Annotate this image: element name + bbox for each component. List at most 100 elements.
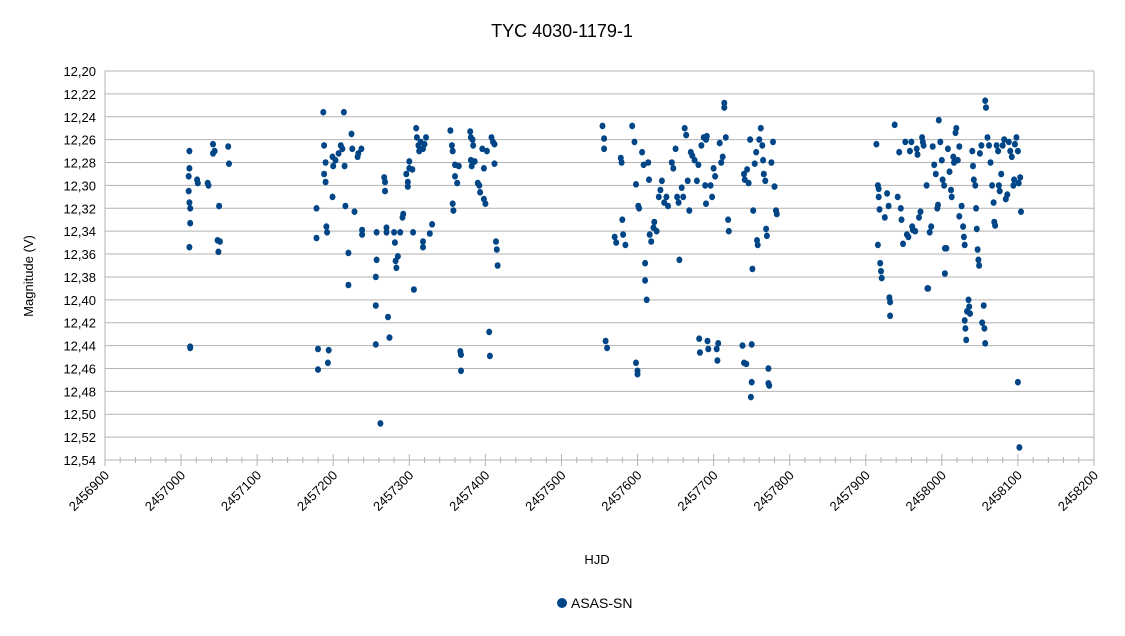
data-point <box>643 296 650 304</box>
data-point <box>965 296 972 304</box>
data-point <box>900 240 906 248</box>
data-point <box>426 230 433 237</box>
legend-label-asas-sn: ASAS-SN <box>571 595 632 611</box>
data-point <box>887 298 894 306</box>
data-point <box>216 202 223 210</box>
data-point <box>748 341 755 348</box>
data-point <box>372 302 379 309</box>
data-point <box>906 147 913 155</box>
data-point <box>754 241 761 249</box>
data-point <box>1007 147 1014 155</box>
y-tick-label: 12,50 <box>63 407 96 422</box>
data-point <box>931 161 938 169</box>
data-point <box>345 281 352 289</box>
x-tick-label: 2457000 <box>142 468 188 514</box>
data-point <box>413 134 420 141</box>
data-point <box>891 121 898 129</box>
data-point <box>325 346 332 354</box>
data-point <box>185 173 192 180</box>
data-point <box>953 124 960 132</box>
data-point <box>672 145 679 153</box>
data-point <box>747 393 754 401</box>
data-point <box>377 420 384 427</box>
data-point <box>479 145 486 153</box>
data-point <box>691 156 698 164</box>
data-point <box>748 378 755 386</box>
data-point <box>695 161 702 169</box>
data-point <box>420 243 426 251</box>
y-tick-label: 12,52 <box>63 430 96 445</box>
data-point <box>330 162 337 170</box>
data-point <box>992 222 999 229</box>
data-point <box>993 142 1000 149</box>
data-point <box>962 325 969 332</box>
data-point <box>187 344 194 352</box>
data-point <box>745 179 752 187</box>
data-point <box>668 159 675 166</box>
data-point <box>722 134 729 141</box>
y-tick-label: 12,20 <box>63 64 96 79</box>
x-tick-label: 2458200 <box>1055 468 1101 514</box>
data-point <box>602 337 609 345</box>
data-point <box>898 216 905 223</box>
data-point <box>702 182 709 189</box>
data-point <box>458 367 464 375</box>
data-point <box>345 249 352 257</box>
data-point <box>881 214 888 221</box>
data-point <box>743 360 750 368</box>
data-point <box>639 148 646 156</box>
y-tick-label: 12,54 <box>63 453 96 468</box>
data-point <box>873 140 880 148</box>
data-point <box>372 273 379 281</box>
data-point <box>725 227 732 235</box>
data-point <box>707 182 714 189</box>
data-point <box>750 207 757 214</box>
data-point <box>996 187 1003 195</box>
data-point <box>878 274 885 282</box>
x-tick-label: 2457900 <box>826 468 872 514</box>
data-point <box>950 153 957 161</box>
data-point <box>1015 179 1022 187</box>
y-tick-label: 12,26 <box>63 133 96 148</box>
data-point <box>655 193 662 201</box>
data-point <box>982 97 989 104</box>
data-point <box>925 285 932 292</box>
data-point <box>946 168 953 175</box>
y-tick-label: 12,48 <box>63 384 96 399</box>
data-point <box>721 99 728 107</box>
data-point <box>995 147 1002 155</box>
data-point <box>763 232 770 240</box>
data-point <box>956 213 963 220</box>
y-tick-labels: 12,20 12,22 12,24 12,26 12,28 12,30 12,32 12,34… <box>63 64 96 468</box>
x-tick-label: 2457200 <box>294 468 340 514</box>
data-point <box>1017 174 1024 181</box>
data-point <box>329 193 336 201</box>
data-point <box>340 108 347 116</box>
data-point <box>313 205 320 212</box>
data-point <box>323 223 330 230</box>
data-point <box>929 143 936 150</box>
data-point <box>956 143 963 150</box>
data-point <box>987 159 994 166</box>
data-point <box>404 183 411 190</box>
data-point <box>967 310 973 317</box>
data-point <box>710 165 717 172</box>
data-point <box>215 248 222 256</box>
chart-title: TYC 4030-1179-1 <box>491 21 633 41</box>
data-point <box>210 140 216 148</box>
data-point <box>974 246 981 253</box>
data-point <box>978 142 985 149</box>
data-point <box>186 165 193 172</box>
data-point <box>982 340 989 347</box>
x-tick-label: 2457300 <box>370 468 416 514</box>
data-point <box>629 122 636 130</box>
data-point <box>941 270 948 277</box>
data-point <box>486 352 493 360</box>
y-tick-label: 12,22 <box>63 87 96 102</box>
data-point <box>763 225 770 233</box>
data-point <box>373 229 380 236</box>
data-point <box>770 138 776 146</box>
data-point <box>684 177 691 185</box>
data-point <box>470 142 477 149</box>
data-point <box>349 145 356 153</box>
